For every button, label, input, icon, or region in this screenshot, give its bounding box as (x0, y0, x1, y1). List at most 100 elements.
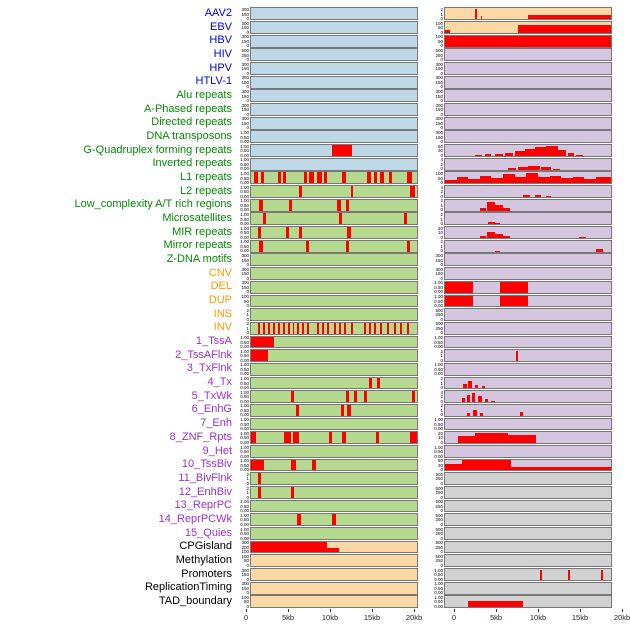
x-tick-mark (622, 608, 623, 612)
track-panel-right-15-quies (444, 526, 612, 540)
signal-mark (474, 433, 509, 444)
signal-mark (260, 172, 265, 184)
y-tick-label: 0 (440, 248, 443, 254)
y-axis-ticks-right: 300 150 0 (430, 62, 444, 76)
y-tick-label: 2 (440, 376, 443, 382)
y-tick-label: 4 (440, 389, 443, 395)
signal-mark (393, 322, 396, 334)
y-tick-label: 100 (435, 20, 443, 26)
y-tick-label: 1 (440, 243, 443, 249)
signal-mark (484, 154, 492, 156)
signal-mark (534, 146, 547, 156)
column-gap (418, 267, 430, 281)
y-tick-label: 300 (241, 102, 249, 108)
y-tick-label: 4 (440, 184, 443, 190)
y-tick-label: 500 (435, 485, 443, 491)
track-panel-right-l1-repeats (444, 171, 612, 185)
signal-mark (290, 391, 295, 403)
signal-mark (514, 151, 525, 156)
signal-mark (508, 168, 517, 170)
y-tick-label: 250 (435, 52, 443, 58)
row-label-5-txwk: 5_TxWk (191, 389, 232, 402)
y-tick-label: 0.00 (240, 152, 249, 158)
y-tick-label: 0.00 (434, 344, 443, 349)
y-axis-ticks-left: 1.00 0.50 0.00 (236, 157, 250, 171)
x-tick-mark (538, 608, 539, 612)
y-axis-ticks-left: 1.00 0.50 0.00 (236, 499, 250, 513)
signal-mark (503, 208, 510, 211)
track-row-directed-repeats: Directed repeats 300 150 0 300 150 0 (0, 116, 630, 130)
track-panel-right-aav2 (444, 7, 612, 21)
signal-mark (262, 322, 265, 334)
y-tick-label: 2 (440, 348, 443, 354)
signal-mark (504, 152, 514, 156)
signal-mark (324, 172, 328, 184)
signal-mark (259, 240, 263, 252)
y-tick-label: 0.50 (240, 531, 249, 537)
y-tick-label: 0.00 (434, 371, 443, 377)
y-tick-label: 0 (440, 234, 443, 240)
y-tick-label: 150 (241, 107, 249, 113)
y-tick-label: 0.50 (434, 284, 443, 290)
y-tick-label: 300 (241, 280, 249, 286)
x-axis-right: 0 5kb 10kb 15kb 20kb (452, 608, 630, 629)
row-label-del: DEL (210, 280, 232, 293)
y-axis-ticks-left: 300 150 0 (236, 568, 250, 582)
row-label-z-dna-motifs: Z-DNA motifs (166, 253, 232, 266)
track-panel-right-ebv (444, 21, 612, 34)
track-row-methylation: Methylation 100 50 0 500 250 0 (0, 554, 630, 568)
y-tick-label: 1.00 (240, 198, 249, 204)
y-axis-ticks-left: 1.00 0.50 0.00 (236, 376, 250, 390)
signal-mark (537, 177, 550, 184)
signal-mark (468, 178, 480, 184)
column-gap (418, 568, 430, 582)
y-tick-label: 0.50 (434, 421, 443, 427)
y-tick-label: 0.50 (434, 339, 443, 345)
y-tick-label: 300 (241, 89, 249, 95)
signal-mark (327, 547, 339, 553)
x-tick-mark (454, 608, 455, 612)
y-tick-label: 0 (440, 166, 443, 172)
row-label-15-quies: 15_Quies (184, 526, 232, 539)
signal-mark (251, 336, 275, 348)
track-panel-right-promoters (444, 567, 612, 581)
y-tick-label: 250 (435, 490, 443, 496)
signal-mark (257, 322, 260, 334)
track-panel-right-low-complexity-a-t-rich-regions (444, 198, 612, 212)
y-tick-label: 0.00 (434, 303, 443, 308)
column-gap (418, 21, 430, 35)
track-panel-right-2-tssaflnk (444, 349, 612, 363)
track-row-promoters: Promoters 300 150 0 1.00 0.50 0.00 (0, 568, 630, 582)
x-tick-label: 15kb (571, 612, 589, 622)
y-tick-label: 0 (246, 125, 249, 131)
y-tick-label: 500 (435, 540, 443, 546)
signal-mark (552, 168, 560, 170)
track-row-hbv: HBV 300 150 0 100 50 0 (0, 34, 630, 48)
y-tick-label: 0.00 (240, 439, 249, 445)
y-tick-label: 0.00 (240, 385, 249, 390)
y-tick-label: 500 (435, 321, 443, 327)
signal-mark (478, 396, 482, 403)
y-tick-label: 0.00 (434, 590, 443, 595)
y-tick-label: 250 (435, 503, 443, 509)
signal-mark (347, 227, 351, 239)
signal-mark (338, 213, 343, 225)
y-tick-label: 0 (440, 480, 443, 486)
y-axis-ticks-right: 300 150 0 (430, 89, 444, 103)
y-tick-label: 0.00 (240, 207, 249, 213)
y-tick-label: 0.50 (240, 462, 249, 468)
y-tick-label: 0 (246, 275, 249, 281)
y-tick-label: 300 (241, 116, 249, 122)
y-tick-label: 1 (246, 476, 249, 482)
column-gap (418, 144, 430, 158)
y-tick-label: 150 (241, 572, 249, 578)
y-tick-label: 0 (440, 275, 443, 281)
signal-mark (329, 432, 333, 444)
signal-mark (400, 322, 403, 334)
y-tick-label: 250 (435, 544, 443, 550)
column-gap (418, 75, 430, 89)
signal-mark (363, 322, 366, 334)
row-label-13-reprpc: 13_ReprPC (174, 499, 232, 512)
